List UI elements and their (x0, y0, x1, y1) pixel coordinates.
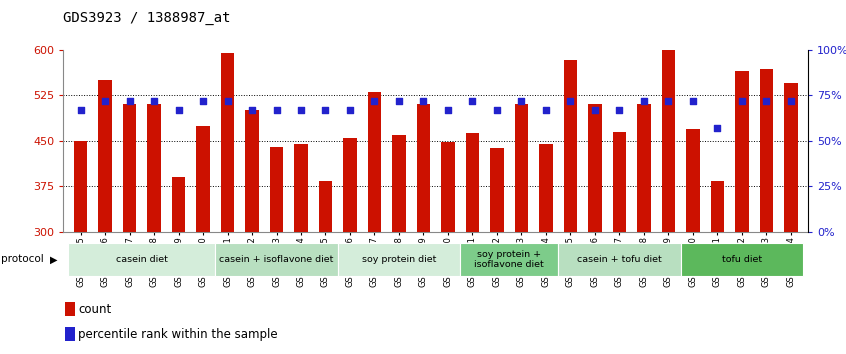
Bar (69, 242, 215, 276)
Point (123, 98, 136, 103)
Text: count: count (79, 303, 112, 316)
Point (147, 98, 161, 103)
Point (221, 98, 234, 103)
Bar (442, 142, 454, 232)
Bar (368, 92, 382, 232)
Bar (65, 327, 74, 341)
Bar (221, 53, 234, 232)
Text: soy protein +
isoflavone diet: soy protein + isoflavone diet (475, 250, 544, 269)
Bar (294, 144, 308, 232)
Bar (637, 104, 651, 232)
Point (465, 98, 479, 103)
Point (417, 98, 431, 103)
Point (74, 107, 87, 113)
Point (294, 107, 308, 113)
Bar (460, 242, 558, 276)
Bar (98, 80, 112, 232)
Bar (343, 138, 357, 232)
Point (613, 107, 626, 113)
Point (735, 98, 749, 103)
Bar (613, 132, 626, 232)
Bar (558, 242, 680, 276)
Point (98, 98, 112, 103)
Bar (319, 182, 332, 232)
Bar (338, 242, 460, 276)
Bar (490, 148, 503, 232)
Text: percentile rank within the sample: percentile rank within the sample (79, 327, 278, 341)
Bar (760, 69, 773, 232)
Bar (245, 110, 259, 232)
Bar (196, 126, 210, 232)
Bar (465, 133, 479, 232)
Bar (563, 60, 577, 232)
Bar (393, 135, 406, 232)
Point (711, 125, 724, 131)
Point (588, 107, 602, 113)
Point (490, 107, 503, 113)
Point (784, 98, 798, 103)
Bar (65, 302, 74, 316)
Bar (172, 177, 185, 232)
Bar (74, 141, 87, 232)
Bar (539, 144, 552, 232)
Point (662, 98, 675, 103)
Bar (680, 242, 803, 276)
Point (760, 98, 773, 103)
Point (637, 98, 651, 103)
Bar (215, 242, 338, 276)
Point (393, 98, 406, 103)
Bar (270, 147, 283, 232)
Text: casein + isoflavone diet: casein + isoflavone diet (219, 255, 333, 264)
Point (245, 107, 259, 113)
Text: GDS3923 / 1388987_at: GDS3923 / 1388987_at (63, 11, 231, 25)
Point (514, 98, 528, 103)
Text: casein diet: casein diet (116, 255, 168, 264)
Point (539, 107, 552, 113)
Point (196, 98, 210, 103)
Text: soy protein diet: soy protein diet (362, 255, 437, 264)
Bar (735, 71, 749, 232)
Text: ▶: ▶ (50, 254, 58, 264)
Bar (662, 50, 675, 232)
Text: casein + tofu diet: casein + tofu diet (577, 255, 662, 264)
Point (368, 98, 382, 103)
Bar (147, 104, 161, 232)
Point (319, 107, 332, 113)
Point (686, 98, 700, 103)
Bar (123, 104, 136, 232)
Bar (686, 129, 700, 232)
Bar (588, 104, 602, 232)
Point (563, 98, 577, 103)
Bar (514, 104, 528, 232)
Point (441, 107, 454, 113)
Point (270, 107, 283, 113)
Point (343, 107, 357, 113)
Bar (417, 104, 430, 232)
Text: tofu diet: tofu diet (722, 255, 762, 264)
Bar (784, 83, 798, 232)
Bar (711, 182, 724, 232)
Point (172, 107, 185, 113)
Text: protocol: protocol (1, 254, 44, 264)
